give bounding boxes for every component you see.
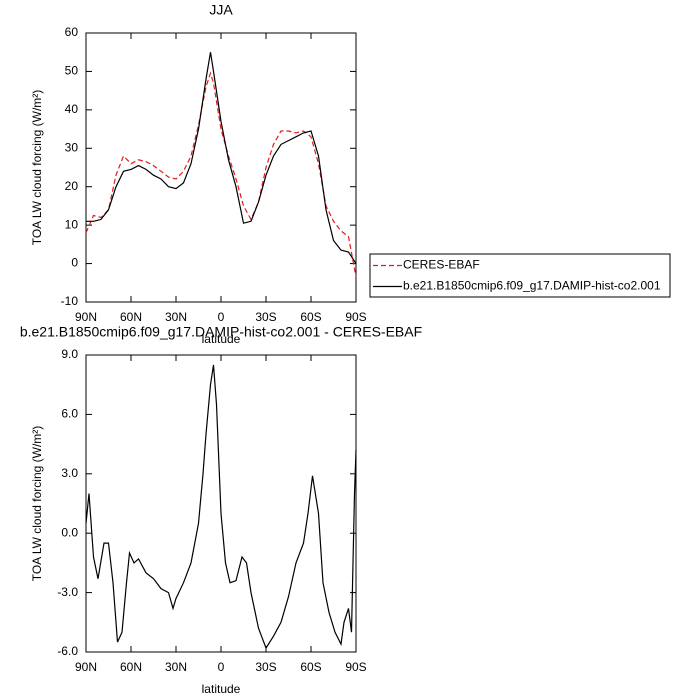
data-line — [86, 52, 357, 264]
y-tick-label: 0 — [71, 256, 78, 270]
x-axis-label: latitude — [202, 682, 241, 696]
legend-label: b.e21.B1850cmip6.f09_g17.DAMIP-hist-co2.… — [403, 279, 661, 293]
y-tick-label: 50 — [65, 64, 79, 78]
x-tick-label: 30N — [165, 310, 187, 324]
y-tick-label: 10 — [65, 217, 79, 231]
y-tick-label: 20 — [65, 179, 79, 193]
plot-frame — [85, 32, 357, 303]
y-tick-label: 6.0 — [61, 407, 78, 421]
plot-frame — [85, 354, 357, 653]
y-tick-label: -3.0 — [57, 585, 78, 599]
x-tick-label: 60S — [300, 310, 321, 324]
x-tick-label: 60N — [120, 310, 142, 324]
y-tick-label: 40 — [65, 102, 79, 116]
x-tick-label: 30N — [165, 660, 187, 674]
y-axis-label: TOA LW cloud forcing (W/m²) — [30, 90, 44, 246]
x-tick-label: 90S — [345, 660, 366, 674]
x-tick-label: 30S — [255, 310, 276, 324]
x-tick-label: 60N — [120, 660, 142, 674]
legend-box — [369, 253, 671, 298]
x-tick-label: 90S — [345, 310, 366, 324]
x-tick-label: 30S — [255, 660, 276, 674]
legend-label: CERES-EBAF — [403, 258, 480, 272]
x-tick-label: 90N — [75, 310, 97, 324]
chart-title: b.e21.B1850cmip6.f09_g17.DAMIP-hist-co2.… — [20, 324, 422, 340]
y-tick-label: 30 — [65, 140, 79, 154]
y-tick-label: 0.0 — [61, 525, 78, 539]
x-axis-label: latitude — [202, 332, 241, 346]
x-tick-label: 90N — [75, 660, 97, 674]
y-tick-label: 9.0 — [61, 347, 78, 361]
x-tick-label: 0 — [218, 310, 225, 324]
x-tick-label: 60S — [300, 660, 321, 674]
y-axis-label: TOA LW cloud forcing (W/m²) — [30, 426, 44, 582]
data-line — [85, 71, 357, 278]
data-line — [85, 364, 357, 650]
y-tick-label: -6.0 — [57, 644, 78, 658]
y-tick-label: -10 — [61, 294, 79, 308]
x-tick-label: 0 — [218, 660, 225, 674]
chart-title: JJA — [209, 2, 233, 18]
y-tick-label: 3.0 — [61, 466, 78, 480]
y-tick-label: 60 — [65, 25, 79, 39]
